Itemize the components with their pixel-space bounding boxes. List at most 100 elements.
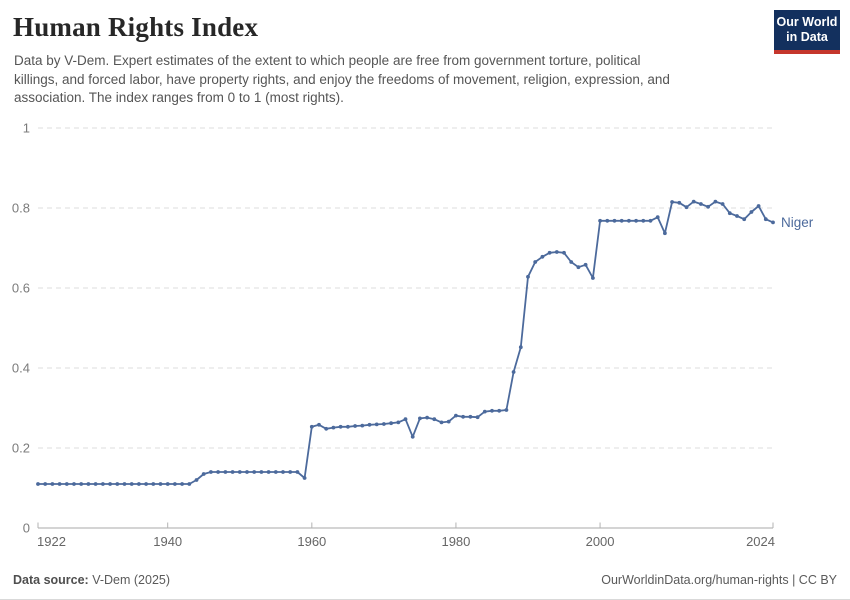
data-point [187, 482, 192, 486]
data-point [720, 202, 725, 206]
data-point [57, 482, 62, 486]
data-point [432, 417, 437, 422]
data-point [101, 482, 105, 486]
data-point [209, 470, 213, 474]
data-point [497, 408, 502, 413]
data-point [389, 421, 393, 426]
data-point [115, 482, 120, 486]
data-point [79, 482, 84, 486]
data-point [382, 422, 386, 426]
data-point [727, 211, 732, 216]
x-tick-label: 2024 [746, 534, 775, 549]
data-point [266, 470, 271, 474]
data-point [583, 262, 588, 267]
data-point [129, 482, 134, 486]
chart-footer: Data source: V-Dem (2025) OurWorldinData… [0, 573, 850, 587]
data-point [655, 215, 660, 220]
data-point [533, 260, 538, 264]
data-point [259, 470, 264, 474]
data-point [663, 231, 667, 236]
data-point [367, 422, 372, 427]
chart-subtitle: Data by V-Dem. Expert estimates of the e… [14, 52, 670, 108]
data-point [634, 218, 638, 223]
x-tick-label: 1980 [441, 534, 470, 549]
data-point [410, 434, 415, 439]
data-point [742, 217, 747, 222]
data-point [670, 200, 674, 204]
subtitle-line: Data by V-Dem. Expert estimates of the e… [14, 53, 641, 68]
y-gridlines [38, 127, 776, 449]
data-point [562, 250, 566, 255]
data-point [281, 470, 285, 474]
data-point [216, 470, 221, 474]
data-point [346, 424, 350, 429]
x-axis: 1922 1940 1960 1980 2000 2024 [37, 522, 775, 549]
data-point [201, 472, 206, 476]
data-point [569, 260, 574, 264]
data-point [749, 210, 754, 214]
data-point [482, 409, 487, 414]
data-point [317, 422, 321, 427]
data-point [454, 413, 458, 418]
credit-link[interactable]: OurWorldinData.org/human-rights | CC BY [601, 573, 837, 587]
y-tick-label: 0.4 [12, 361, 30, 376]
data-point [331, 425, 336, 430]
data-point [490, 408, 494, 413]
data-point [36, 482, 40, 486]
data-point [547, 250, 552, 255]
data-point [648, 218, 653, 223]
data-point [72, 482, 76, 486]
data-point [86, 482, 91, 486]
data-point [504, 408, 509, 412]
data-point [706, 204, 710, 209]
data-source-label: Data source: [13, 573, 89, 587]
data-point [526, 274, 530, 279]
data-point [43, 482, 48, 486]
y-tick-label: 0.6 [12, 281, 30, 296]
data-point [418, 416, 422, 421]
data-point [425, 415, 429, 420]
data-point [295, 470, 300, 474]
data-point [273, 470, 278, 474]
data-point [223, 470, 228, 474]
data-point [374, 422, 379, 427]
data-point [591, 276, 595, 280]
data-point [439, 420, 444, 425]
owid-logo[interactable]: Our World in Data [774, 10, 840, 54]
data-point [735, 214, 739, 218]
data-point [396, 420, 401, 425]
data-point [237, 470, 242, 474]
data-point [230, 470, 235, 474]
data-point [137, 482, 141, 486]
data-point [684, 205, 689, 210]
data-point [475, 415, 480, 420]
data-point [309, 424, 314, 429]
data-point [554, 250, 559, 254]
data-point [461, 414, 465, 419]
data-point [288, 470, 293, 474]
data-point [403, 417, 408, 422]
data-point [180, 482, 185, 486]
data-point [173, 482, 177, 486]
data-point [691, 199, 696, 204]
data-point [763, 217, 768, 222]
data-point [338, 424, 343, 429]
data-point [619, 218, 624, 223]
data-point [605, 218, 610, 223]
data-point [50, 482, 55, 486]
x-tick-label: 1960 [297, 534, 326, 549]
data-point [151, 482, 156, 486]
data-point [302, 476, 307, 480]
data-point [576, 265, 581, 270]
data-point [252, 470, 257, 474]
data-source: Data source: V-Dem (2025) [13, 573, 170, 587]
data-point [360, 423, 365, 428]
y-tick-label: 0.2 [12, 441, 30, 456]
data-point [627, 218, 631, 223]
data-point [641, 218, 646, 223]
data-point [64, 482, 69, 486]
data-point [108, 482, 112, 486]
data-point [511, 370, 516, 374]
